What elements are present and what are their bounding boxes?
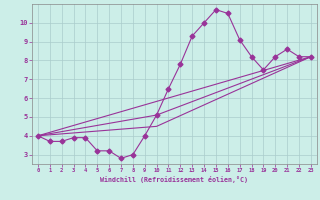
X-axis label: Windchill (Refroidissement éolien,°C): Windchill (Refroidissement éolien,°C): [100, 176, 248, 183]
